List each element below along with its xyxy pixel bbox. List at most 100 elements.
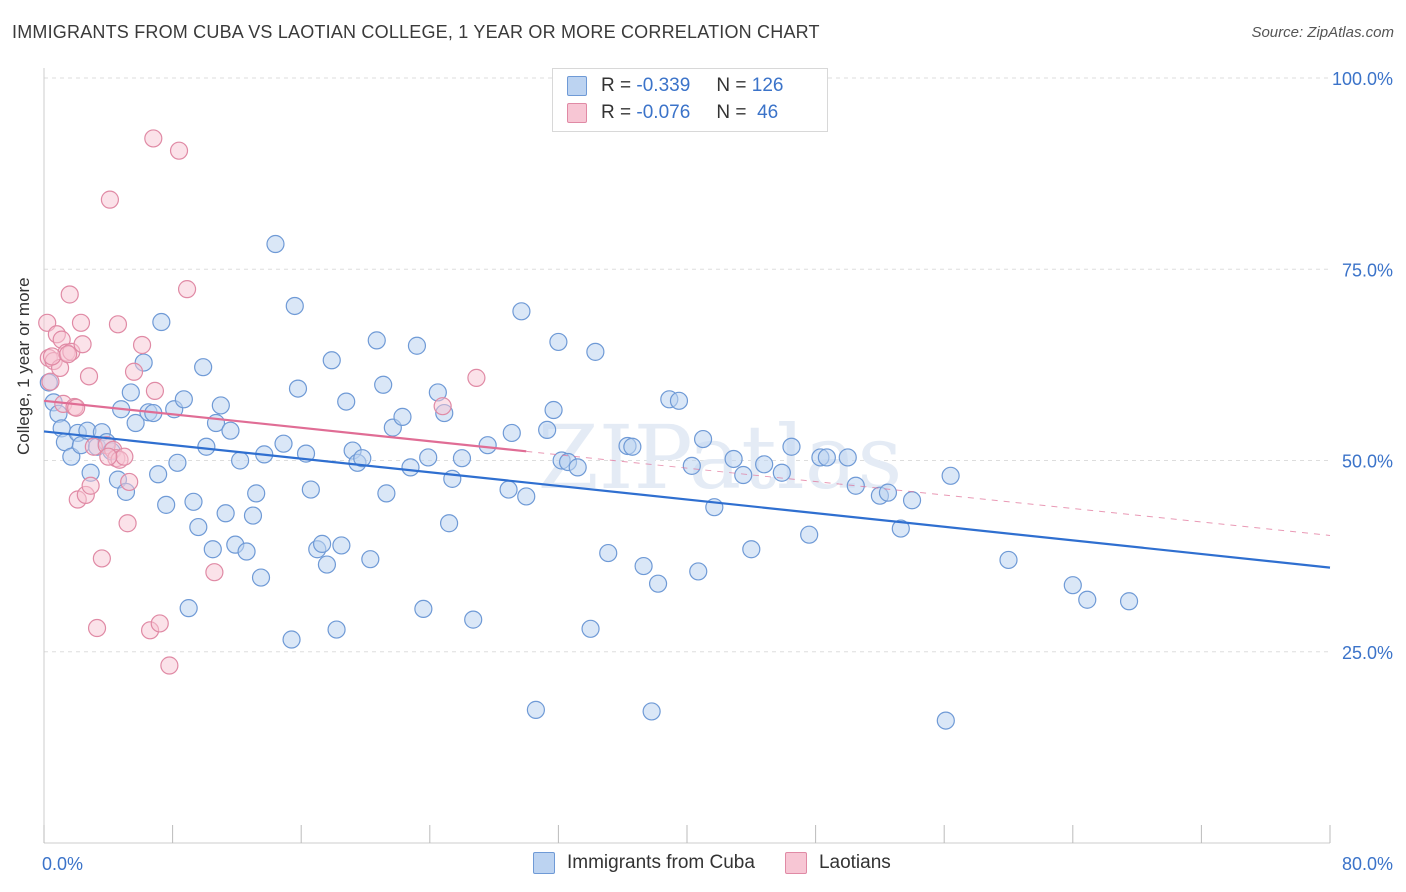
data-point-cuba	[285, 296, 304, 316]
axes	[43, 68, 1331, 844]
trend-line-laotians-extension	[526, 450, 1331, 536]
data-point-cuba	[374, 375, 393, 394]
data-point-cuba	[282, 630, 301, 649]
data-point-cuba	[517, 487, 536, 506]
data-point-cuba	[216, 504, 235, 523]
data-point-cuba	[393, 407, 412, 426]
grid-lines	[44, 77, 1330, 653]
legend-item-laotians[interactable]: Laotians	[784, 852, 891, 874]
trend-lines	[43, 399, 1331, 569]
data-point-cuba	[157, 495, 176, 514]
n-value: 46	[757, 102, 779, 123]
data-point-cuba	[203, 540, 222, 559]
source-label: Source: ZipAtlas.com	[1251, 24, 1394, 41]
data-point-cuba	[544, 400, 563, 420]
data-point-cuba	[174, 390, 193, 409]
data-point-cuba	[846, 476, 865, 495]
data-point-laotians	[145, 381, 165, 400]
y-tick-label: 50.0%	[1342, 452, 1393, 472]
data-point-cuba	[742, 540, 761, 559]
legend-item-cuba[interactable]: Immigrants from Cuba	[533, 852, 755, 874]
data-point-cuba	[581, 619, 600, 638]
data-point-cuba	[902, 491, 922, 510]
data-point-cuba	[464, 610, 483, 629]
data-point-cuba	[322, 351, 341, 370]
y-tick-label: 100.0%	[1332, 69, 1393, 89]
data-point-cuba	[878, 483, 898, 502]
n-value: 126	[751, 75, 784, 96]
pink-swatch	[784, 852, 807, 874]
data-point-laotians	[115, 447, 134, 466]
data-point-cuba	[452, 449, 472, 468]
data-point-laotians	[205, 563, 224, 582]
data-point-cuba	[891, 519, 910, 538]
data-point-laotians	[41, 372, 60, 391]
data-point-cuba	[243, 506, 263, 525]
data-point-cuba	[401, 458, 420, 477]
data-point-cuba	[247, 484, 266, 503]
data-point-cuba	[782, 437, 801, 456]
r-value: -0.339	[636, 75, 691, 96]
data-point-cuba	[149, 465, 168, 484]
tick-labels: 25.0% 50.0% 75.0% 100.0% 0.0% 80.0%	[42, 69, 1393, 874]
data-point-cuba	[838, 448, 857, 467]
data-point-cuba	[197, 437, 216, 456]
data-point-cuba	[689, 562, 708, 581]
data-point-laotians	[169, 141, 189, 160]
data-point-cuba	[317, 555, 337, 574]
data-point-laotians	[132, 335, 152, 355]
data-point-cuba	[936, 711, 955, 730]
data-point-cuba	[724, 449, 743, 469]
data-point-cuba	[189, 517, 208, 537]
data-point-laotians	[71, 313, 91, 332]
stats-legend: R = -0.339 N = 126 R = -0.076 N = 46	[552, 68, 828, 132]
data-point-cuba	[377, 484, 396, 503]
data-point-cuba	[648, 574, 668, 593]
data-point-laotians	[124, 362, 144, 381]
data-point-cuba	[266, 234, 285, 254]
n-label: N =	[716, 75, 747, 96]
data-point-cuba	[274, 434, 293, 453]
data-point-cuba	[512, 302, 531, 321]
data-point-laotians	[99, 447, 118, 466]
data-point-cuba	[772, 463, 791, 482]
data-point-cuba	[502, 423, 521, 443]
blue-swatch	[567, 76, 587, 96]
pink-swatch	[567, 103, 587, 123]
data-point-cuba	[941, 466, 960, 485]
trend-line-cuba	[43, 430, 1331, 569]
data-point-laotians	[73, 335, 92, 354]
data-point-laotians	[160, 656, 179, 675]
data-point-cuba	[755, 455, 774, 474]
r-label: R =	[601, 102, 632, 123]
data-point-cuba	[623, 437, 642, 456]
series-laotians	[38, 129, 486, 675]
data-point-cuba	[800, 525, 819, 544]
data-point-cuba	[419, 448, 438, 467]
data-point-laotians	[81, 476, 100, 495]
data-point-cuba	[499, 480, 518, 499]
data-point-laotians	[42, 347, 62, 366]
data-point-cuba	[999, 550, 1018, 570]
data-point-laotians	[144, 129, 163, 148]
data-point-cuba	[414, 599, 433, 619]
data-point-cuba	[361, 550, 380, 569]
data-point-cuba	[327, 620, 346, 639]
data-point-cuba	[586, 342, 605, 361]
legend-label: Laotians	[818, 852, 891, 873]
data-point-laotians	[59, 345, 78, 364]
data-point-laotians	[67, 398, 86, 417]
data-point-cuba	[126, 413, 145, 433]
data-point-laotians	[60, 285, 79, 304]
data-point-laotians	[467, 368, 486, 387]
data-point-laotians	[100, 190, 120, 209]
data-point-cuba	[642, 702, 661, 721]
data-point-cuba	[184, 492, 203, 511]
data-point-cuba	[669, 391, 689, 410]
data-point-cuba	[599, 543, 618, 563]
data-point-cuba	[549, 332, 568, 352]
stats-row-laotians: R = -0.076 N = 46	[567, 101, 778, 125]
data-point-cuba	[1078, 590, 1097, 609]
data-point-laotians	[177, 280, 197, 299]
